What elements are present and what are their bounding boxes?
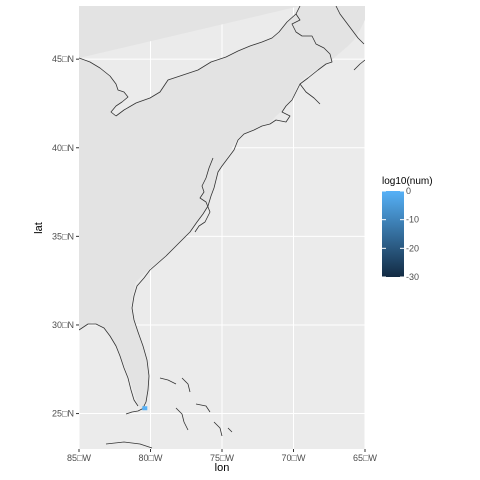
- x-tick-label: 65□W: [353, 453, 377, 463]
- legend: log10(num) 0 -10 -20 -30: [382, 176, 433, 282]
- legend-colorbar: [382, 191, 404, 277]
- y-tick-label: 45□N: [52, 54, 74, 64]
- y-tick-label: 30□N: [52, 320, 74, 330]
- y-axis: 25□N 30□N 35□N 40□N 45□N: [52, 54, 79, 419]
- x-tick-label: 70□W: [282, 453, 306, 463]
- land-mass: [79, 6, 365, 410]
- x-axis: 85□W 80□W 75□W 70□W 65□W: [67, 449, 377, 463]
- canada-coast: [299, 6, 365, 105]
- y-axis-title: lat: [33, 222, 45, 234]
- great-lakes-shore: [79, 57, 129, 117]
- us-canada-border: [115, 13, 297, 117]
- highlight-data-point: [142, 406, 148, 411]
- legend-tick-label: -10: [406, 215, 419, 225]
- coastline-gulf: [79, 323, 139, 407]
- legend-ticks: 0 -10 -20 -30: [382, 186, 419, 282]
- x-tick-label: 85□W: [67, 453, 91, 463]
- chesapeake-coast: [194, 157, 214, 233]
- y-tick-label: 40□N: [52, 143, 74, 153]
- y-tick-label: 35□N: [52, 231, 74, 241]
- legend-tick-label: 0: [406, 186, 411, 196]
- legend-tick-label: -20: [406, 243, 419, 253]
- cuba-coast: [105, 441, 153, 449]
- x-tick-label: 80□W: [139, 453, 163, 463]
- legend-tick-label: -30: [406, 272, 419, 282]
- x-tick-label: 75□W: [210, 453, 234, 463]
- x-axis-title: lon: [215, 462, 230, 474]
- legend-title: log10(num): [382, 176, 433, 187]
- bahamas-islands: [159, 377, 233, 437]
- y-tick-label: 25□N: [52, 409, 74, 419]
- coastline-atlantic: [131, 6, 333, 409]
- florida-keys: [125, 407, 145, 415]
